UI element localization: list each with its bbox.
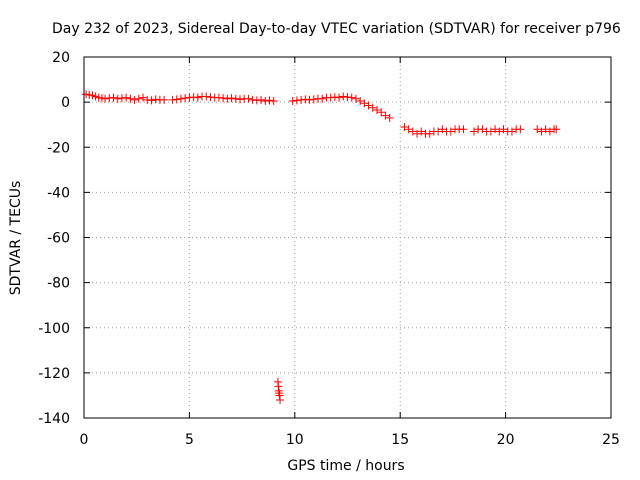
data-point (219, 94, 228, 103)
y-tick-label: 0 (61, 95, 70, 111)
data-point (417, 127, 426, 136)
data-point (537, 127, 546, 136)
y-tick-label: -100 (38, 321, 70, 337)
data-point (147, 96, 156, 105)
data-point (335, 93, 344, 102)
y-tick-label: -40 (47, 185, 70, 201)
data-point (288, 96, 297, 105)
data-point (130, 95, 139, 104)
data-point (176, 94, 185, 103)
plot-frame (83, 56, 612, 419)
data-point (160, 95, 169, 104)
x-tick-label: 25 (602, 432, 620, 448)
data-point (113, 94, 122, 103)
data-point (364, 101, 373, 110)
y-axis-label: SDTVAR / TECUs (8, 181, 24, 296)
x-tick-label: 10 (286, 432, 304, 448)
data-point (434, 127, 443, 136)
y-tick-label: -140 (38, 411, 70, 427)
data-point (533, 125, 542, 134)
x-axis-label: GPS time / hours (287, 458, 404, 474)
y-tick-labels: -140 -120 -100 -80 -60 -40 -20 0 20 (38, 50, 70, 427)
data-point (351, 94, 360, 103)
data-point (265, 96, 274, 105)
data-point (109, 93, 118, 102)
data-point (438, 125, 447, 134)
data-point (139, 93, 148, 102)
data-point (373, 106, 382, 115)
data-point (413, 129, 422, 138)
data-point (425, 129, 434, 138)
data-point (235, 95, 244, 104)
data-point (347, 93, 356, 102)
data-point (368, 103, 377, 112)
data-point (318, 94, 327, 103)
x-tick-label: 0 (80, 432, 89, 448)
data-point (101, 94, 110, 103)
data-point (134, 94, 143, 103)
grid-lines (84, 57, 611, 418)
y-tick-label: -80 (47, 276, 70, 292)
data-point (478, 125, 487, 134)
y-tick-label: -60 (47, 231, 70, 247)
data-point (381, 111, 390, 120)
x-tick-label: 5 (185, 432, 194, 448)
data-point (459, 125, 468, 134)
data-point (446, 127, 455, 136)
data-point (231, 94, 240, 103)
data-point (360, 99, 369, 108)
data-point (400, 122, 409, 131)
data-point (126, 94, 135, 103)
data-point (404, 125, 413, 134)
data-point (377, 108, 386, 117)
data-point (516, 125, 525, 134)
data-point (545, 127, 554, 136)
data-point (193, 93, 202, 102)
chart-title: Day 232 of 2023, Sidereal Day-to-day VTE… (52, 21, 621, 37)
data-point (261, 96, 270, 105)
data-point (122, 93, 131, 102)
y-tick-label: 20 (52, 50, 70, 66)
data-point (202, 92, 211, 101)
data-point (491, 125, 500, 134)
data-point (507, 127, 516, 136)
data-point (257, 95, 266, 104)
data-point (276, 395, 285, 404)
data-point (223, 94, 232, 103)
data-point (309, 95, 318, 104)
data-point (227, 94, 236, 103)
y-tick-label: -120 (38, 366, 70, 382)
x-tick-label: 15 (391, 432, 409, 448)
data-point (552, 125, 561, 134)
data-points (82, 90, 561, 404)
y-tick-label: -20 (47, 140, 70, 156)
data-point (172, 95, 181, 104)
data-point (356, 96, 365, 105)
data-point (385, 113, 394, 122)
data-point (541, 125, 550, 134)
data-point (408, 127, 417, 136)
data-point (469, 127, 478, 136)
axis-ticks (83, 56, 612, 419)
data-point (244, 94, 253, 103)
data-point (486, 127, 495, 136)
data-point (495, 127, 504, 136)
data-point (499, 125, 508, 134)
x-tick-label: 20 (497, 432, 515, 448)
x-tick-labels: 0 5 10 15 20 25 (80, 432, 620, 448)
data-point (269, 96, 278, 105)
data-point (339, 92, 348, 101)
